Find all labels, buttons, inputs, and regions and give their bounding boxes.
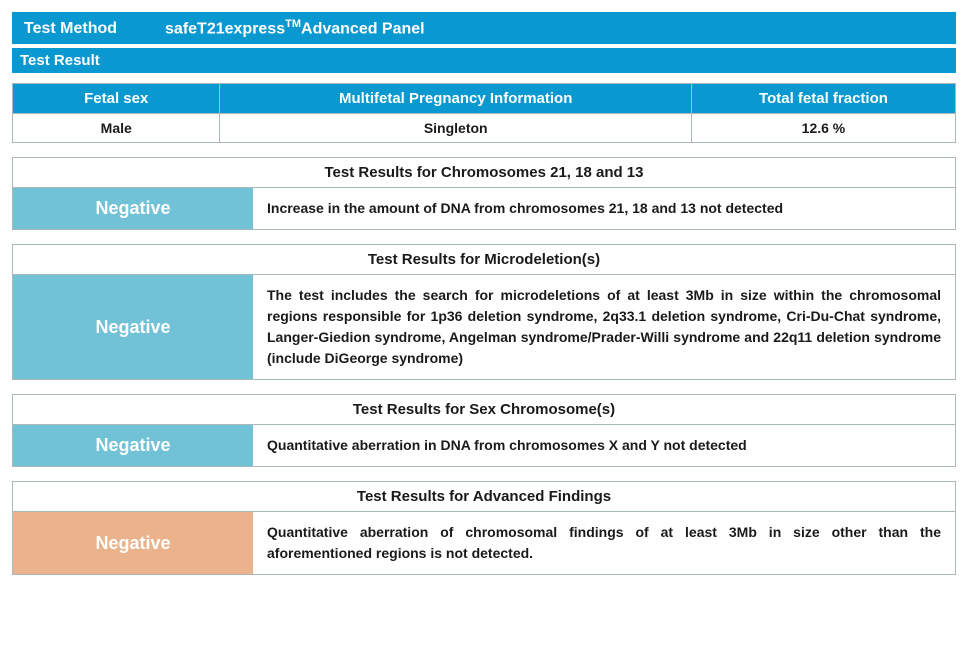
method-tm: TM xyxy=(285,18,301,30)
result-block: Test Results for Microdeletion(s)Negativ… xyxy=(12,244,956,380)
value-multifetal: Singleton xyxy=(220,114,692,143)
header-fetal-fraction: Total fetal fraction xyxy=(691,84,955,114)
result-title: Test Results for Chromosomes 21, 18 and … xyxy=(13,158,955,188)
method-prefix: safeT21express xyxy=(165,20,285,37)
result-block: Test Results for Advanced FindingsNegati… xyxy=(12,481,956,575)
header-multifetal: Multifetal Pregnancy Information xyxy=(220,84,692,114)
table-value-row: Male Singleton 12.6 % xyxy=(13,114,956,143)
result-title: Test Results for Microdeletion(s) xyxy=(13,245,955,275)
result-status: Negative xyxy=(13,512,253,574)
result-status: Negative xyxy=(13,275,253,379)
value-fetal-sex: Male xyxy=(13,114,220,143)
test-result-header: Test Result xyxy=(12,48,956,73)
result-block: Test Results for Sex Chromosome(s)Negati… xyxy=(12,394,956,467)
result-title: Test Results for Advanced Findings xyxy=(13,482,955,512)
result-row: NegativeIncrease in the amount of DNA fr… xyxy=(13,188,955,229)
result-block: Test Results for Chromosomes 21, 18 and … xyxy=(12,157,956,230)
result-status: Negative xyxy=(13,425,253,466)
result-row: NegativeQuantitative aberration in DNA f… xyxy=(13,425,955,466)
table-header-row: Fetal sex Multifetal Pregnancy Informati… xyxy=(13,84,956,114)
result-description: The test includes the search for microde… xyxy=(253,275,955,379)
result-title: Test Results for Sex Chromosome(s) xyxy=(13,395,955,425)
summary-table: Fetal sex Multifetal Pregnancy Informati… xyxy=(12,83,956,143)
result-description: Quantitative aberration in DNA from chro… xyxy=(253,425,955,466)
result-description: Increase in the amount of DNA from chrom… xyxy=(253,188,955,229)
test-method-header: Test Method safeT21expressTMAdvanced Pan… xyxy=(12,12,956,44)
result-description: Quantitative aberration of chromosomal f… xyxy=(253,512,955,574)
result-status: Negative xyxy=(13,188,253,229)
test-method-value: safeT21expressTMAdvanced Panel xyxy=(165,18,425,38)
result-row: NegativeThe test includes the search for… xyxy=(13,275,955,379)
result-row: NegativeQuantitative aberration of chrom… xyxy=(13,512,955,574)
test-method-label: Test Method xyxy=(24,20,117,38)
method-suffix: Advanced Panel xyxy=(301,20,425,37)
header-fetal-sex: Fetal sex xyxy=(13,84,220,114)
value-fetal-fraction: 12.6 % xyxy=(691,114,955,143)
